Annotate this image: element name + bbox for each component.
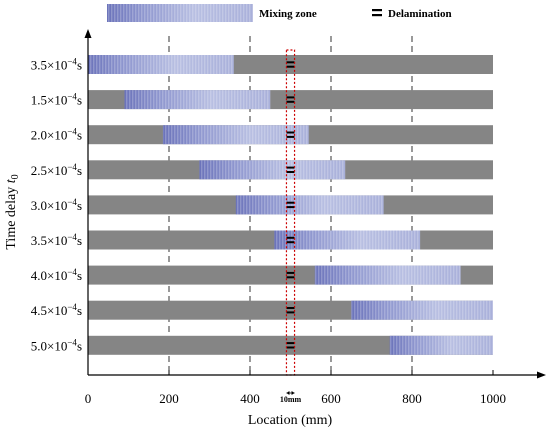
y-tick-label-unit: s xyxy=(77,338,82,353)
y-tick-label-base: 3.5×10 xyxy=(31,58,68,73)
y-axis-title: Time delay t0 xyxy=(4,174,21,249)
row xyxy=(88,335,493,355)
y-tick-label: 5.0×10−4s xyxy=(31,337,82,353)
delamination-marker xyxy=(286,206,295,209)
y-tick-label: 2.5×10−4s xyxy=(31,162,82,178)
delamination-marker xyxy=(286,307,295,309)
y-tick-label-base: 1.5×10 xyxy=(31,93,68,108)
mixing-zone-texture xyxy=(314,265,461,285)
y-tick-label-exp: −4 xyxy=(67,302,77,312)
row xyxy=(88,160,493,180)
y-tick-label: 3.5×10−4s xyxy=(31,232,82,248)
delamination-marker xyxy=(286,131,295,134)
rows xyxy=(88,55,493,355)
y-tick-label-base: 2.0×10 xyxy=(31,128,68,143)
y-tick-label-base: 3.5×10 xyxy=(31,233,68,248)
y-tick-label-exp: −4 xyxy=(67,232,77,242)
y-tick-label-unit: s xyxy=(77,198,82,213)
y-tick-label-unit: s xyxy=(77,233,82,248)
delamination-marker xyxy=(286,65,295,68)
delamination-marker xyxy=(286,61,295,64)
delamination-marker xyxy=(286,100,295,103)
row xyxy=(88,230,493,250)
y-tick-label: 2.0×10−4s xyxy=(31,127,82,143)
y-tick-label-exp: −4 xyxy=(67,337,77,347)
y-tick-label-exp: −4 xyxy=(67,162,77,172)
mixing-zone-texture xyxy=(124,90,271,110)
y-tick-labels: 3.5×10−4s1.5×10−4s2.0×10−4s2.5×10−4s3.0×… xyxy=(31,57,82,354)
row xyxy=(88,300,493,320)
y-tick-label: 3.5×10−4s xyxy=(31,57,82,73)
delamination-marker xyxy=(286,241,295,244)
x-tick-label: 800 xyxy=(402,391,422,406)
row xyxy=(88,90,493,110)
y-tick-label-base: 2.5×10 xyxy=(31,163,68,178)
y-axis-title-subscript: 0 xyxy=(10,174,21,179)
y-tick-label-base: 4.0×10 xyxy=(31,268,68,283)
x-ticks: 0 200 400 600 800 1000 xyxy=(85,370,506,406)
legend-delamination-label: Delamination xyxy=(388,8,452,20)
delamination-marker xyxy=(286,201,295,204)
mixing-zone-texture xyxy=(88,55,234,74)
y-tick-label-exp: −4 xyxy=(67,92,77,102)
delamination-marker xyxy=(286,271,295,274)
y-tick-label-exp: −4 xyxy=(67,197,77,207)
legend-mixing-label: Mixing zone xyxy=(259,8,317,20)
delamination-marker xyxy=(286,171,295,173)
y-tick-label: 1.5×10−4s xyxy=(31,92,82,108)
delamination-marker xyxy=(286,96,295,99)
y-tick-label-unit: s xyxy=(77,93,82,108)
x-axis-arrow xyxy=(537,371,546,379)
mixing-zone-texture xyxy=(274,230,421,250)
delamination-marker xyxy=(286,236,295,239)
row xyxy=(88,125,493,145)
y-axis-title-main: Time delay xyxy=(4,183,19,249)
mixing-zone-texture xyxy=(162,125,309,145)
y-tick-label-unit: s xyxy=(77,128,82,143)
x-tick-label: 0 xyxy=(85,391,92,406)
delamination-marker xyxy=(286,311,295,314)
axes xyxy=(84,29,546,379)
delamination-marker xyxy=(286,166,295,169)
y-tick-label: 4.5×10−4s xyxy=(31,302,82,318)
y-tick-label-base: 5.0×10 xyxy=(31,338,68,353)
mixing-zone-texture xyxy=(351,300,493,320)
y-tick-label-unit: s xyxy=(77,268,82,283)
legend: Mixing zone Delamination xyxy=(107,4,452,22)
y-axis-arrow xyxy=(84,29,92,38)
delamination-marker xyxy=(286,135,295,138)
mixing-zone-texture xyxy=(389,335,493,355)
delamination-marker xyxy=(286,342,295,345)
mixing-zone-texture xyxy=(199,160,346,180)
x-tick-label: 400 xyxy=(240,391,260,406)
y-tick-label-base: 4.5×10 xyxy=(31,303,68,318)
row xyxy=(88,55,493,74)
mixing-zone-texture xyxy=(235,195,384,215)
legend-delamination-marker xyxy=(372,9,382,17)
row xyxy=(88,265,493,285)
x-tick-label: 1000 xyxy=(480,391,506,406)
y-tick-label: 3.0×10−4s xyxy=(31,197,82,213)
annotation-10mm: 10mm xyxy=(280,391,302,404)
annotation-arrow-right xyxy=(291,391,295,395)
x-tick-label: 600 xyxy=(321,391,341,406)
legend-mixing-swatch xyxy=(107,4,253,22)
delamination-marker xyxy=(286,276,295,279)
y-tick-label-exp: −4 xyxy=(67,57,77,67)
annotation-arrow-left xyxy=(286,391,290,395)
delamination-marker xyxy=(286,346,295,349)
y-tick-label: 4.0×10−4s xyxy=(31,267,82,283)
annotation-text: 10mm xyxy=(280,395,302,404)
y-tick-label-unit: s xyxy=(77,303,82,318)
y-tick-label-base: 3.0×10 xyxy=(31,198,68,213)
y-axis-title-var: t xyxy=(4,178,19,183)
x-axis-title: Location (mm) xyxy=(248,413,333,428)
y-tick-label-unit: s xyxy=(77,58,82,73)
y-tick-label-unit: s xyxy=(77,163,82,178)
y-tick-label-exp: −4 xyxy=(67,267,77,277)
x-tick-label: 200 xyxy=(159,391,179,406)
y-tick-label-exp: −4 xyxy=(67,127,77,137)
row xyxy=(88,195,493,215)
